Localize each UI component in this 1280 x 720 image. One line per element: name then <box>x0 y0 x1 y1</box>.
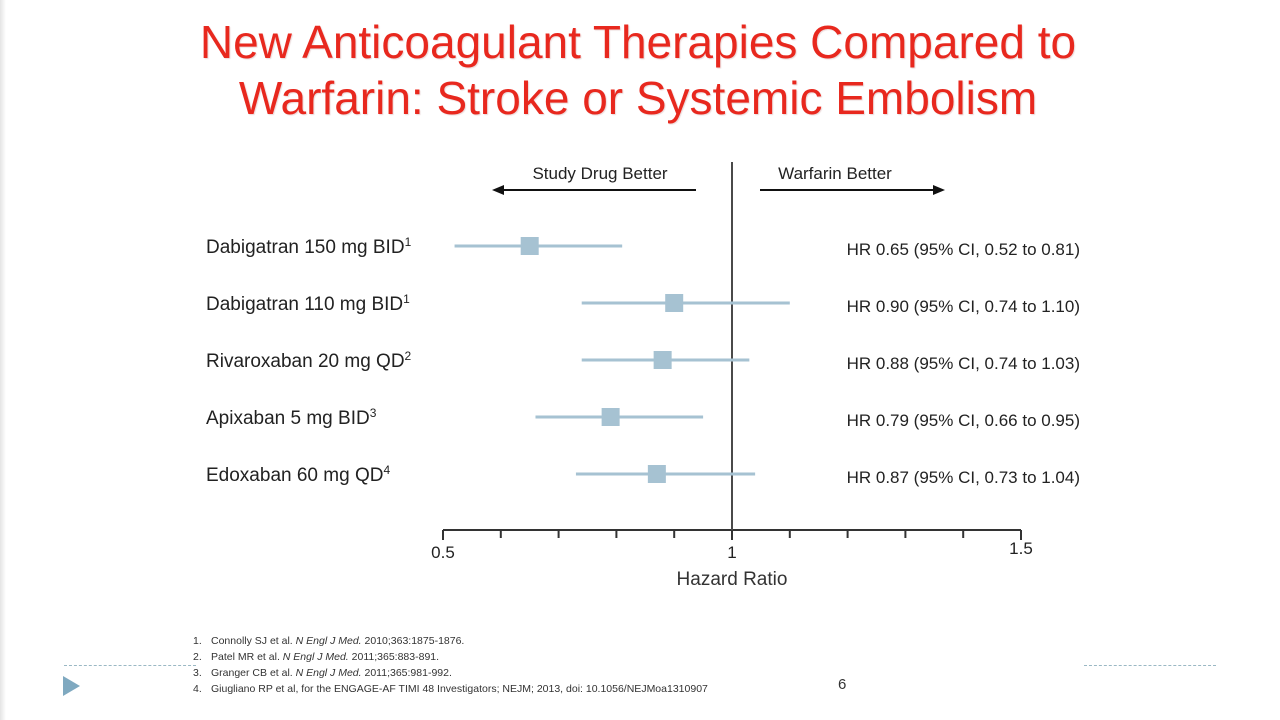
hr-marker <box>520 237 539 255</box>
next-slide-arrow-icon[interactable] <box>63 676 80 696</box>
page-number: 6 <box>838 676 847 693</box>
footer-divider-left <box>64 665 196 666</box>
x-tick-label: 1.5 <box>1009 539 1033 558</box>
study-label-text: Dabigatran 110 mg BID <box>206 294 403 315</box>
reference-item: 3. Granger CB et al. N Engl J Med. 2011;3… <box>193 667 452 679</box>
study-label: Dabigatran 110 mg BID1 <box>206 292 410 315</box>
hr-marker <box>647 465 666 483</box>
hazard-ratio-result: HR 0.65 (95% CI, 0.52 to 0.81) <box>847 240 1080 259</box>
direction-label-right: Warfarin Better <box>778 164 892 183</box>
x-tick-label: 0.5 <box>431 543 455 562</box>
study-label-text: Edoxaban 60 mg QD <box>206 465 383 486</box>
x-axis-title: Hazard Ratio <box>677 569 788 590</box>
hr-marker <box>601 408 620 426</box>
study-label: Edoxaban 60 mg QD4 <box>206 463 390 486</box>
reference-item: 1. Connolly SJ et al. N Engl J Med. 2010;… <box>193 635 465 647</box>
hazard-ratio-result: HR 0.87 (95% CI, 0.73 to 1.04) <box>847 468 1080 487</box>
study-label: Dabigatran 150 mg BID1 <box>206 235 412 258</box>
hazard-ratio-result: HR 0.79 (95% CI, 0.66 to 0.95) <box>847 411 1080 430</box>
study-reference-superscript: 2 <box>405 349 412 363</box>
slide-edge-shadow <box>0 0 6 720</box>
right-arrow-head-icon <box>933 185 945 195</box>
study-label: Rivaroxaban 20 mg QD2 <box>206 349 412 372</box>
reference-item: 4. Giugliano RP et al, for the ENGAGE-AF … <box>193 683 708 695</box>
left-arrow-head-icon <box>492 185 504 195</box>
study-reference-superscript: 3 <box>370 406 377 420</box>
title-line-1: New Anticoagulant Therapies Compared to <box>199 16 1077 68</box>
hazard-ratio-result: HR 0.90 (95% CI, 0.74 to 1.10) <box>847 297 1080 316</box>
hr-marker <box>665 294 684 312</box>
study-label-text: Dabigatran 150 mg BID <box>206 237 405 258</box>
title-line-2: Warfarin: Stroke or Systemic Embolism <box>238 72 1038 124</box>
reference-item: 2. Patel MR et al. N Engl J Med. 2011;365… <box>193 651 440 663</box>
study-label-text: Apixaban 5 mg BID <box>206 408 370 429</box>
hazard-ratio-result: HR 0.88 (95% CI, 0.74 to 1.03) <box>847 354 1080 373</box>
reference-list: 1. Connolly SJ et al. N Engl J Med. 2010;… <box>193 633 708 697</box>
study-reference-superscript: 4 <box>383 463 390 477</box>
study-label-text: Rivaroxaban 20 mg QD <box>206 351 405 372</box>
hr-marker <box>653 351 672 369</box>
footer-divider-right <box>1084 665 1216 666</box>
study-label: Apixaban 5 mg BID3 <box>206 406 377 429</box>
slide-title: New Anticoagulant Therapies Compared to … <box>0 14 1276 126</box>
direction-label-left: Study Drug Better <box>532 164 667 183</box>
x-tick-label: 1 <box>727 543 736 562</box>
study-reference-superscript: 1 <box>405 235 412 249</box>
study-reference-superscript: 1 <box>403 292 410 306</box>
